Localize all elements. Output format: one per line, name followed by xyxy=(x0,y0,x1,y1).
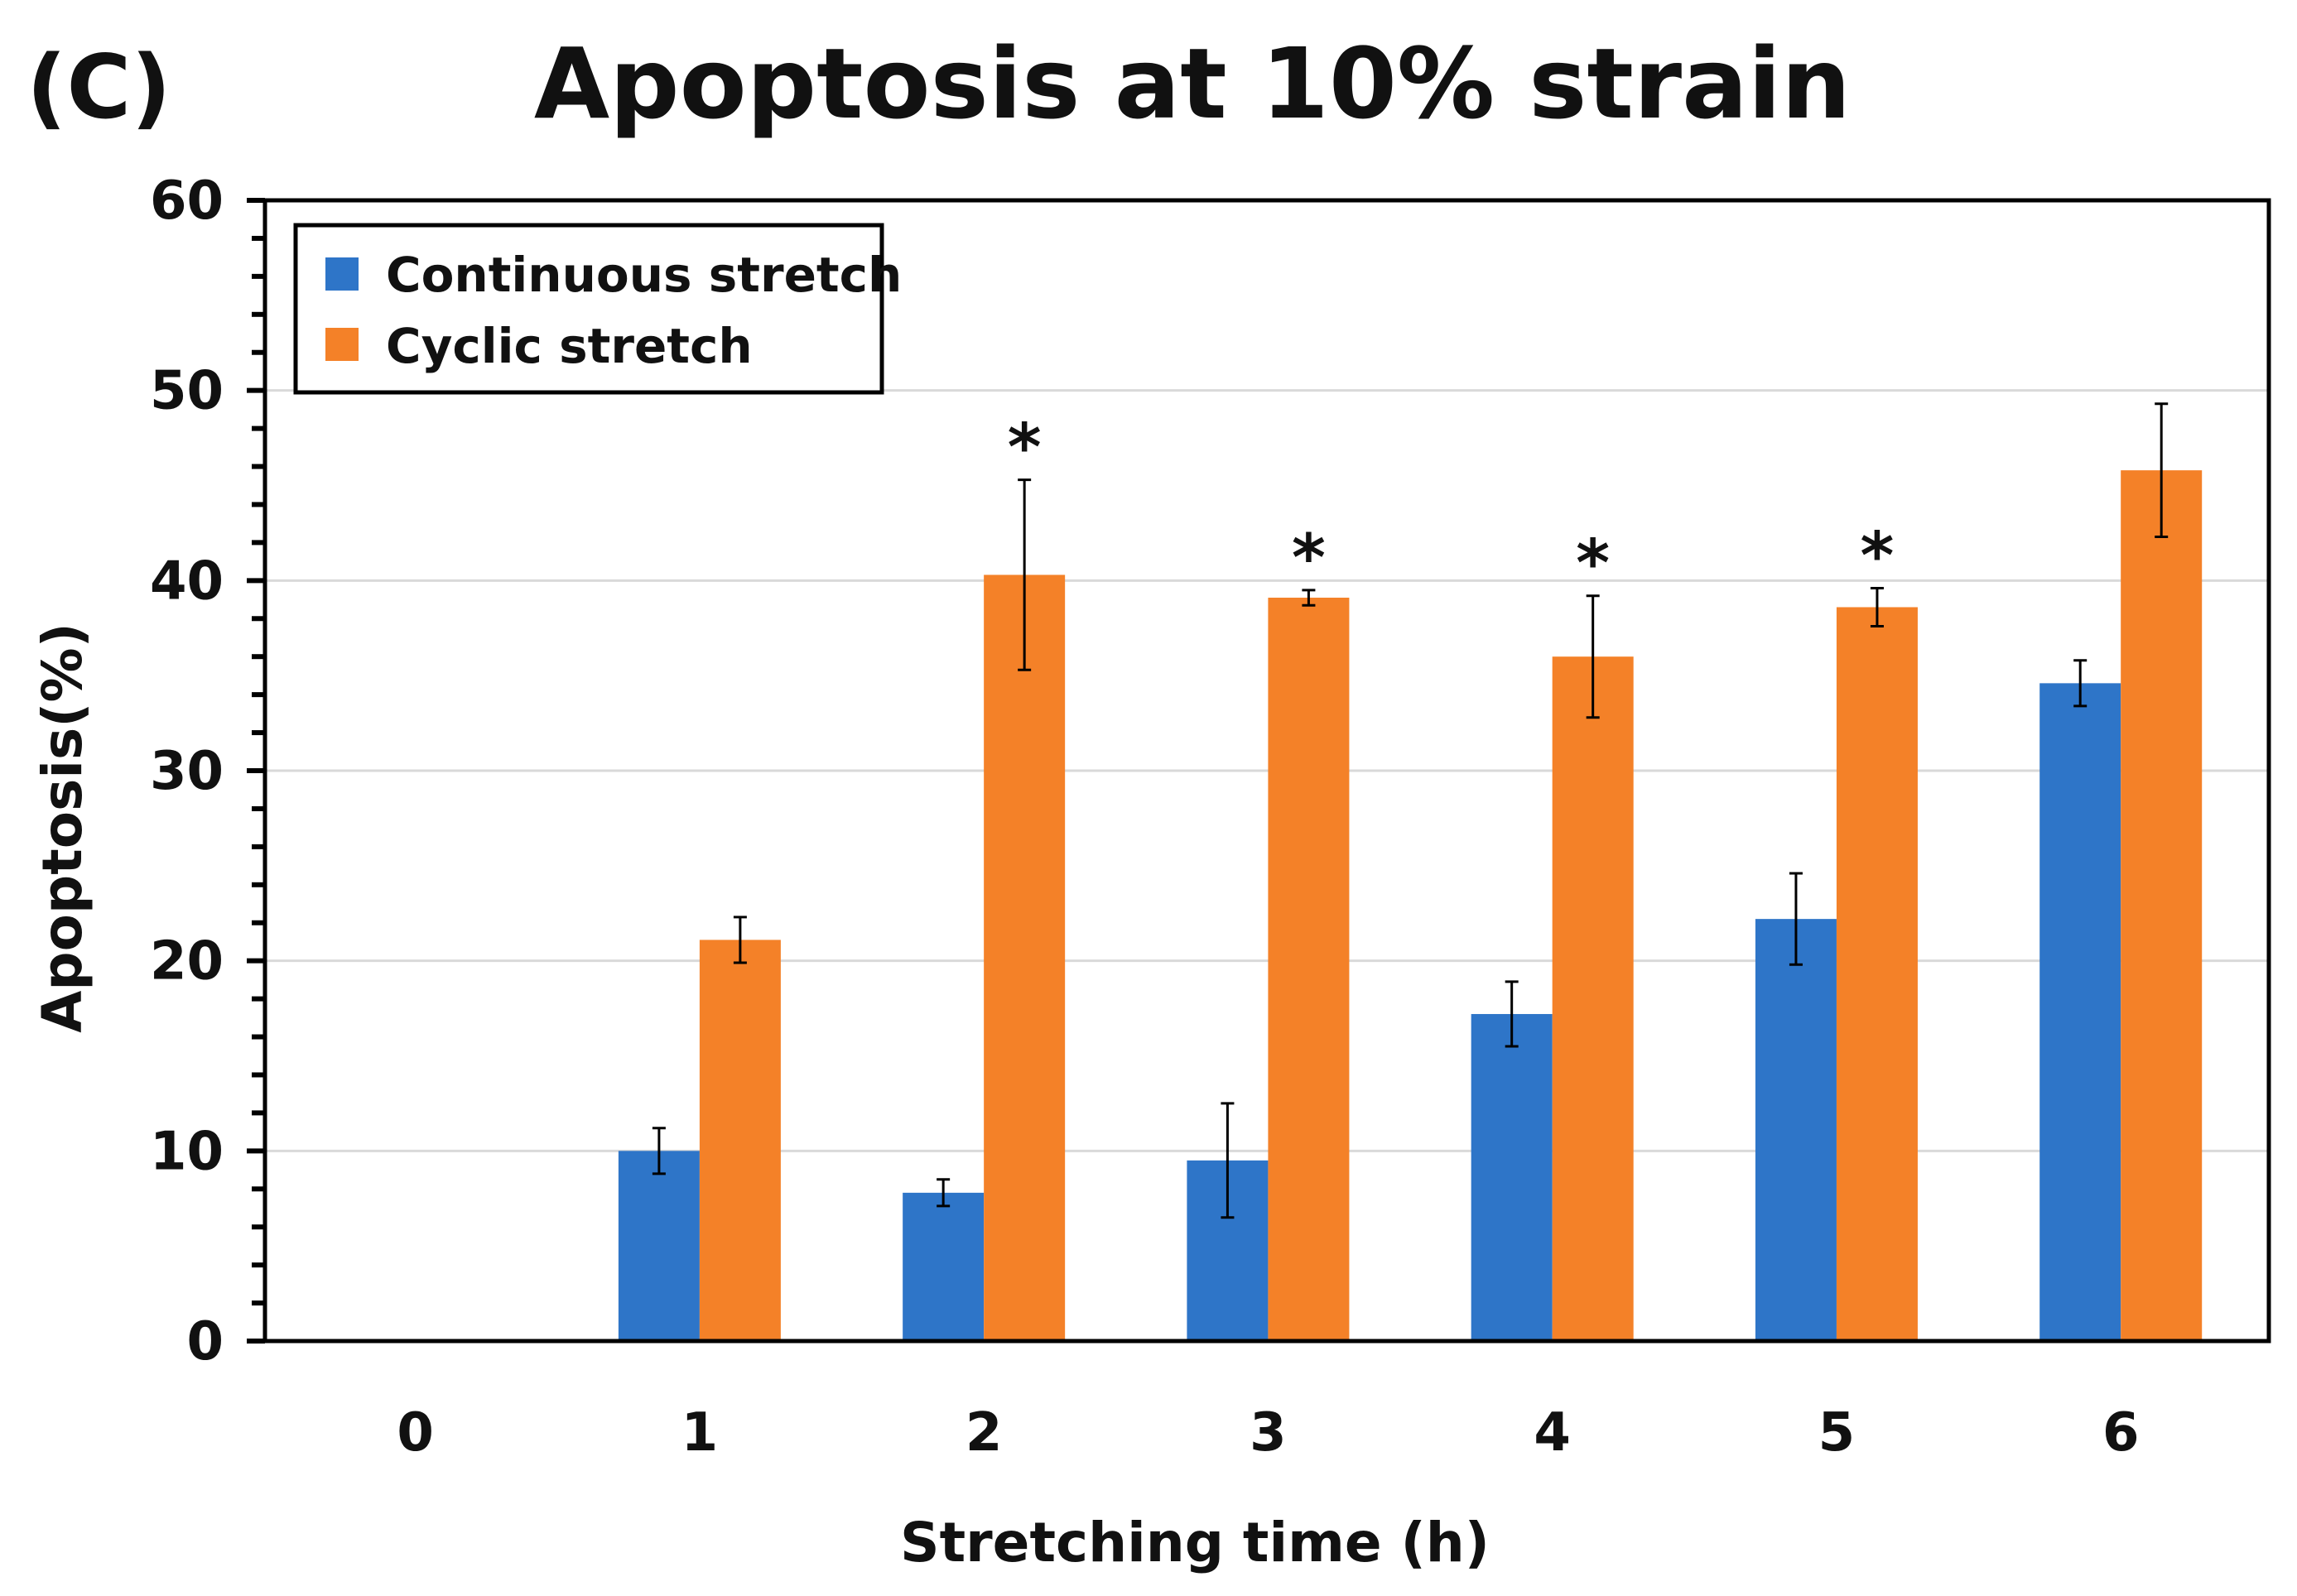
bar-continuous-stretch xyxy=(618,1151,700,1341)
y-tick-label: 50 xyxy=(150,361,224,422)
bar-cyclic-stretch xyxy=(2121,470,2203,1341)
significance-marker: * xyxy=(1576,527,1610,602)
y-tick-label: 20 xyxy=(150,931,224,993)
significance-marker: * xyxy=(1292,522,1326,596)
x-tick-label: 0 xyxy=(397,1402,434,1464)
bars xyxy=(618,470,2203,1341)
y-tick-label: 0 xyxy=(186,1311,224,1372)
legend-label-cyclic-stretch: Cyclic stretch xyxy=(386,318,753,374)
significance-marker: * xyxy=(1861,520,1895,594)
y-tick-labels: 0 10 20 30 40 50 60 xyxy=(150,171,224,1372)
significance-markers: * * * * xyxy=(1008,411,1895,602)
bar-cyclic-stretch xyxy=(984,574,1066,1341)
plot-frame xyxy=(262,198,2271,1344)
significance-marker: * xyxy=(1008,411,1042,486)
x-tick-label: 2 xyxy=(966,1402,1003,1464)
x-tick-label: 3 xyxy=(1250,1402,1287,1464)
bar-continuous-stretch xyxy=(2039,683,2121,1341)
bar-cyclic-stretch xyxy=(1836,607,1918,1341)
y-tick-label: 10 xyxy=(150,1121,224,1182)
bar-cyclic-stretch xyxy=(1552,656,1634,1341)
panel-label: (C) xyxy=(26,36,171,138)
y-tick-label: 30 xyxy=(150,741,224,802)
x-tick-label: 4 xyxy=(1534,1402,1571,1464)
x-tick-label: 1 xyxy=(681,1402,719,1464)
x-axis-title: Stretching time (h) xyxy=(900,1511,1490,1574)
y-tick-label: 60 xyxy=(150,171,224,232)
bar-cyclic-stretch xyxy=(1268,598,1350,1341)
bar-continuous-stretch xyxy=(1471,1013,1553,1341)
x-tick-labels: 0 1 2 3 4 5 6 xyxy=(397,1402,2139,1464)
y-axis-title: Apoptosis(%) xyxy=(31,623,94,1032)
x-tick-label: 5 xyxy=(1818,1402,1856,1464)
bar-continuous-stretch xyxy=(903,1192,985,1341)
error-bars xyxy=(652,402,2169,1219)
legend-label-continuous-stretch: Continuous stretch xyxy=(386,247,902,303)
x-tick-label: 6 xyxy=(2102,1402,2140,1464)
legend-swatch-continuous-stretch xyxy=(325,257,359,291)
axes xyxy=(247,198,2271,1344)
bar-cyclic-stretch xyxy=(699,940,781,1341)
chart-title: Apoptosis at 10% strain xyxy=(534,26,1851,141)
legend-swatch-cyclic-stretch xyxy=(325,328,359,361)
legend: Continuous stretch Cyclic stretch xyxy=(293,223,902,395)
y-tick-label: 40 xyxy=(150,550,224,612)
bar-continuous-stretch xyxy=(1755,919,1837,1341)
legend-box xyxy=(293,223,884,395)
